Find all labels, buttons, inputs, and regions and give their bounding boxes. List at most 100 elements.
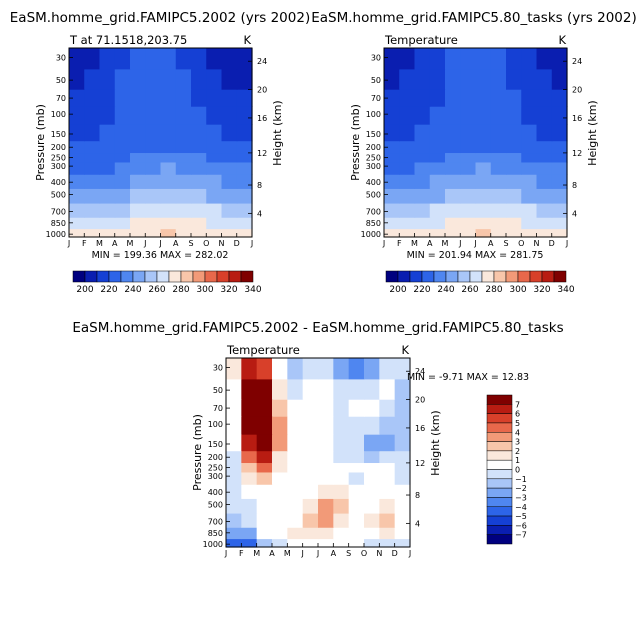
heat-cell [394, 484, 411, 499]
heat-cell [333, 471, 350, 485]
heat-cell [333, 450, 350, 464]
heat-cell [475, 152, 492, 163]
y2-tick-label: 20 [572, 86, 582, 95]
heat-cell [414, 68, 431, 90]
heat-cell [302, 358, 319, 380]
colorbar-swatch [486, 450, 513, 461]
chart-subtitle: Temperature [384, 33, 458, 47]
x-tick-label: J [565, 239, 568, 248]
heat-cell [348, 527, 365, 540]
heat-cell [475, 161, 492, 175]
heat-cell [226, 399, 242, 417]
y-tick-label: 150 [208, 440, 223, 449]
heat-cell [414, 161, 431, 175]
colorbar-swatch [486, 404, 513, 414]
heat-cell [114, 188, 131, 204]
heat-cell [490, 68, 507, 90]
heat-cell [490, 89, 507, 107]
heat-cell [272, 512, 288, 528]
heat-cell [379, 471, 396, 485]
heat-cell [302, 538, 319, 548]
y2-tick-label: 4 [257, 209, 262, 218]
heat-cell [394, 399, 411, 417]
heat-cell [236, 202, 253, 218]
heat-cell [536, 174, 553, 189]
heat-cell [130, 89, 146, 107]
heat-cell [379, 498, 396, 514]
heat-cell [191, 124, 207, 142]
heat-cell [160, 152, 177, 163]
colorbar-swatch [228, 270, 242, 283]
heat-cell [506, 202, 522, 218]
x-tick-label: A [173, 239, 179, 248]
heat-cell [318, 527, 334, 540]
heat-cell [226, 358, 242, 380]
heat-cell [445, 106, 461, 125]
heat-cell [521, 161, 538, 175]
y-tick-label: 250 [366, 154, 381, 163]
heat-cell [236, 152, 253, 163]
heat-cell [226, 450, 242, 464]
heat-cell [160, 217, 177, 230]
heat-cell [460, 89, 477, 107]
colorbar-label: 260 [461, 285, 478, 295]
y-tick-label: 250 [208, 464, 223, 473]
heat-cell [429, 140, 446, 154]
heat-cell [236, 188, 253, 204]
heat-cell [99, 140, 116, 154]
x-tick-label: N [534, 239, 540, 248]
heat-cell [175, 228, 192, 238]
heat-cell [364, 462, 380, 473]
heat-cell [333, 358, 350, 380]
heat-cell [272, 434, 288, 452]
heat-cell [191, 140, 207, 154]
heat-cell [69, 106, 85, 125]
y-tick-label: 700 [208, 517, 223, 526]
heat-cell [551, 217, 568, 230]
heat-cell [241, 399, 258, 417]
heat-cell [145, 48, 162, 70]
x-tick-label: N [376, 549, 382, 558]
heat-cell [521, 188, 538, 204]
heat-cell [384, 48, 400, 70]
y-tick-label: 100 [208, 420, 223, 429]
heat-cell [551, 174, 568, 189]
chart-title: EaSM.homme_grid.FAMIPC5.2002 - EaSM.homm… [72, 320, 563, 336]
heat-cell [236, 174, 253, 189]
heat-cell [69, 140, 85, 154]
heat-cell [256, 538, 273, 548]
heat-cell [69, 152, 85, 163]
heat-cell [175, 202, 192, 218]
heat-cell [429, 48, 446, 70]
colorbar-label: 4 [515, 428, 520, 437]
heat-cell [287, 512, 304, 528]
y-tick-label: 300 [208, 472, 223, 481]
y-tick-label: 50 [56, 76, 66, 85]
heat-cell [191, 174, 207, 189]
colorbar-label: 7 [515, 400, 520, 409]
heat-cell [236, 48, 253, 70]
heat-cell [302, 462, 319, 473]
colorbar-label: 340 [557, 285, 574, 295]
y2-tick-label: 8 [415, 491, 420, 500]
heat-cell [460, 152, 477, 163]
heat-cell [160, 106, 177, 125]
heat-cell [272, 498, 288, 514]
heat-cell [536, 48, 553, 70]
heat-cell [175, 152, 192, 163]
heat-cell [221, 152, 238, 163]
heat-cell [221, 188, 238, 204]
colorbar-label: 260 [148, 285, 165, 295]
heat-cell [84, 68, 101, 90]
heat-cell [475, 174, 492, 189]
heat-cell [490, 48, 507, 70]
x-tick-label: F [397, 239, 402, 248]
heat-cell [384, 106, 400, 125]
heat-cell [175, 89, 192, 107]
y-tick-label: 30 [213, 363, 223, 372]
heat-cell [191, 188, 207, 204]
heat-cell [302, 378, 319, 400]
heat-cell [302, 512, 319, 528]
heat-cell [460, 228, 477, 238]
colorbar-label: −1 [515, 475, 527, 484]
